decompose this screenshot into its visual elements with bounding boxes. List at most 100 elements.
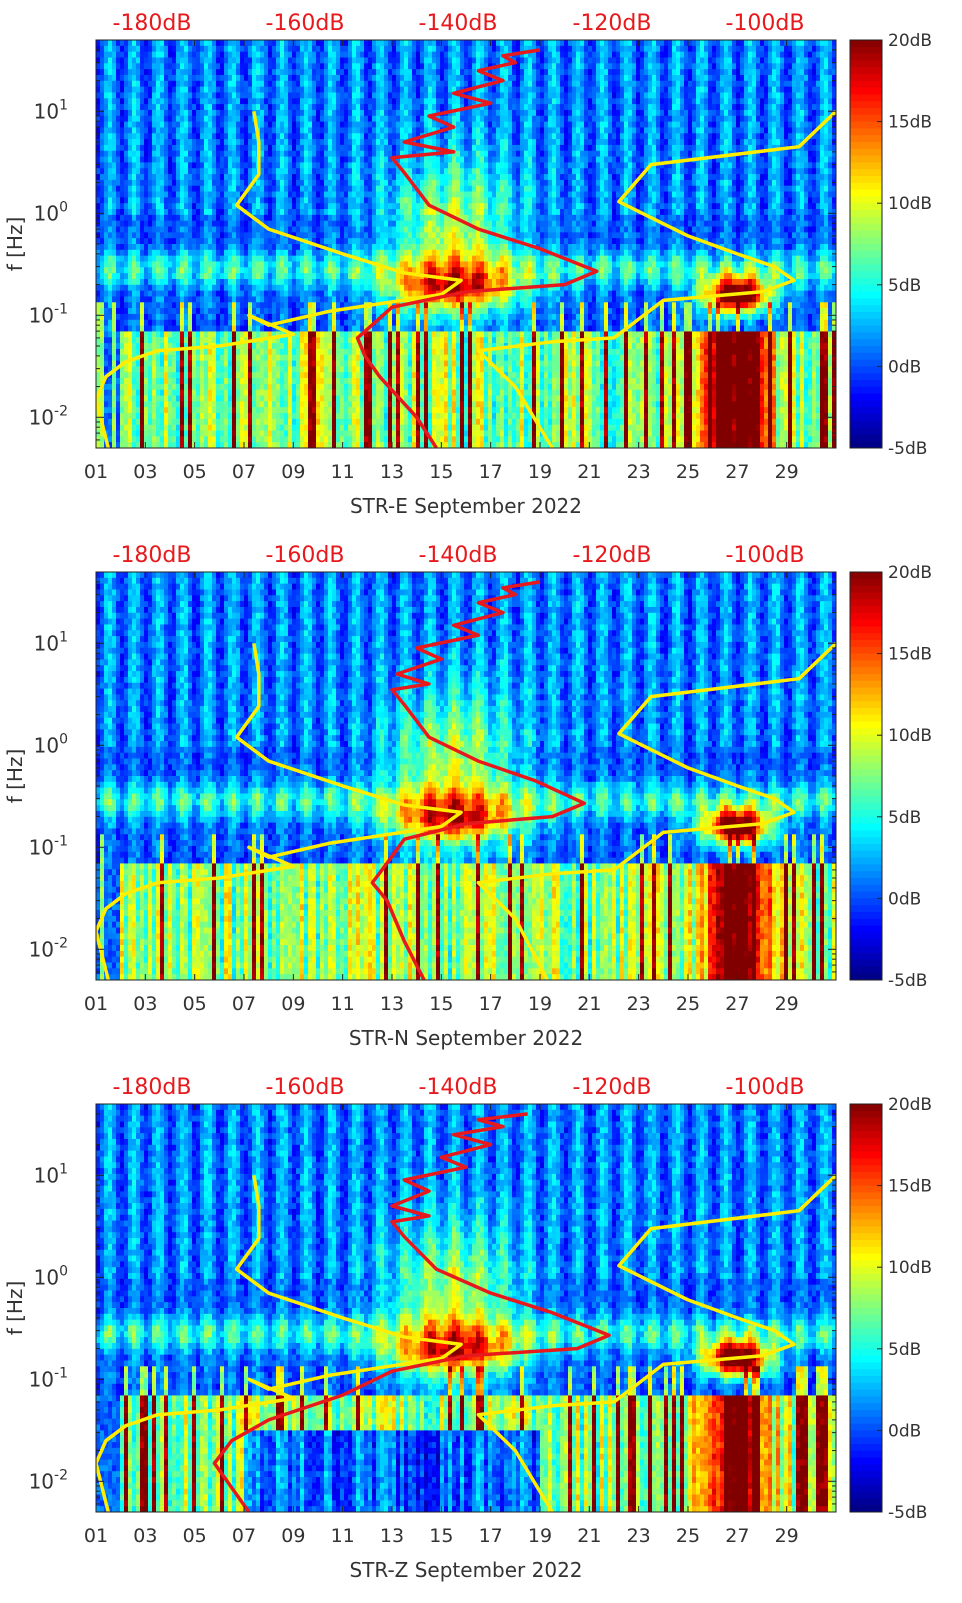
y-tick-label: 10-1 [29,1365,68,1391]
colorbar-tick-label: 15dB [888,645,932,665]
x-tick-label: 09 [281,993,305,1015]
x-tick-label: 05 [183,461,207,483]
top-axis-label: -180dB [113,11,192,36]
x-tick-label: 17 [479,1525,503,1547]
x-tick-label: 17 [479,461,503,483]
x-tick-label: 15 [429,1525,453,1547]
colorbar-tick-label: -5dB [888,1503,927,1523]
spectrogram-image [96,1104,837,1513]
colorbar-tick-label: 15dB [888,113,932,133]
x-tick-label: 29 [775,1525,799,1547]
x-tick-label: 29 [775,461,799,483]
x-tick-label: 21 [577,461,601,483]
x-tick-label: 03 [133,1525,157,1547]
x-axis-label: STR-Z September 2022 [349,1558,582,1582]
y-tick-label: 10-2 [29,1467,68,1493]
x-tick-label: 05 [183,1525,207,1547]
x-tick-label: 25 [676,993,700,1015]
y-tick-label: 100 [34,731,68,757]
x-axis-label: STR-E September 2022 [350,494,582,518]
x-tick-label: 21 [577,1525,601,1547]
x-tick-label: 03 [133,993,157,1015]
x-tick-label: 19 [528,461,552,483]
x-tick-label: 25 [676,1525,700,1547]
x-tick-label: 07 [232,993,256,1015]
y-axis-label: f [Hz] [3,749,27,804]
x-tick-label: 11 [331,993,355,1015]
top-axis-label: -140dB [419,1075,498,1100]
y-tick-label: 100 [34,199,68,225]
x-tick-label: 17 [479,993,503,1015]
x-tick-label: 15 [429,993,453,1015]
y-tick-label: 10-1 [29,301,68,327]
x-tick-label: 23 [627,993,651,1015]
x-tick-label: 13 [380,461,404,483]
x-tick-label: 27 [725,1525,749,1547]
y-tick-label: 101 [34,629,68,655]
y-tick-label: 101 [34,1161,68,1187]
colorbar-tick-label: 5dB [888,808,921,828]
colorbar: 20dB 15dB 10dB 5dB 0dB -5dB [850,1095,932,1523]
colorbar-tick-label: 0dB [888,889,921,909]
x-tick-label: 21 [577,993,601,1015]
x-tick-label: 23 [627,1525,651,1547]
y-axis-label: f [Hz] [3,1281,27,1336]
colorbar-tick-label: 5dB [888,276,921,296]
x-tick-label: 25 [676,461,700,483]
x-tick-label: 23 [627,461,651,483]
x-tick-label: 11 [331,461,355,483]
colorbar-tick-label: 0dB [888,1421,921,1441]
colorbar-tick-label: 20dB [888,1095,932,1115]
x-tick-label: 01 [84,993,108,1015]
colorbar-tick-label: 20dB [888,31,932,51]
colorbar-tick-label: 15dB [888,1177,932,1197]
x-tick-label: 09 [281,1525,305,1547]
top-axis-label: -160dB [266,1075,345,1100]
y-tick-label: 100 [34,1263,68,1289]
x-tick-label: 15 [429,461,453,483]
top-axis-label: -140dB [419,11,498,36]
x-tick-label: 05 [183,993,207,1015]
colorbar-tick-label: 10dB [888,194,932,214]
x-tick-label: 01 [84,461,108,483]
x-axis-label: STR-N September 2022 [349,1026,583,1050]
spectrogram-svg: 01 03 05 07 09 11 13 15 17 19 21 23 25 27 29 STR-E Sept… [0,0,962,532]
colorbar-tick-label: 10dB [888,1258,932,1278]
top-axis-label: -120dB [573,543,652,568]
top-axis-label: -100dB [726,1075,805,1100]
x-tick-label: 09 [281,461,305,483]
spectrogram-image [96,572,837,981]
y-axis-label: f [Hz] [3,217,27,272]
x-tick-label: 13 [380,1525,404,1547]
colorbar-tick-label: 5dB [888,1340,921,1360]
x-tick-label: 19 [528,1525,552,1547]
x-tick-label: 07 [232,461,256,483]
y-tick-label: 101 [34,97,68,123]
top-axis-label: -160dB [266,11,345,36]
top-axis-label: -100dB [726,543,805,568]
top-axis-label: -140dB [419,543,498,568]
colorbar-tick-label: 0dB [888,357,921,377]
colorbar-tick-label: 20dB [888,563,932,583]
x-tick-label: 03 [133,461,157,483]
top-axis-label: -160dB [266,543,345,568]
top-axis-label: -120dB [573,11,652,36]
x-tick-label: 19 [528,993,552,1015]
x-tick-label: 27 [725,993,749,1015]
top-axis-label: -180dB [113,543,192,568]
x-tick-label: 27 [725,461,749,483]
spectrogram-image [96,40,837,449]
spectrogram-panel-e: 01 03 05 07 09 11 13 15 17 19 21 23 25 27 29 STR-E Sept… [0,0,962,532]
y-tick-label: 10-1 [29,833,68,859]
x-tick-label: 13 [380,993,404,1015]
top-axis-label: -180dB [113,1075,192,1100]
y-tick-label: 10-2 [29,935,68,961]
x-tick-label: 11 [331,1525,355,1547]
